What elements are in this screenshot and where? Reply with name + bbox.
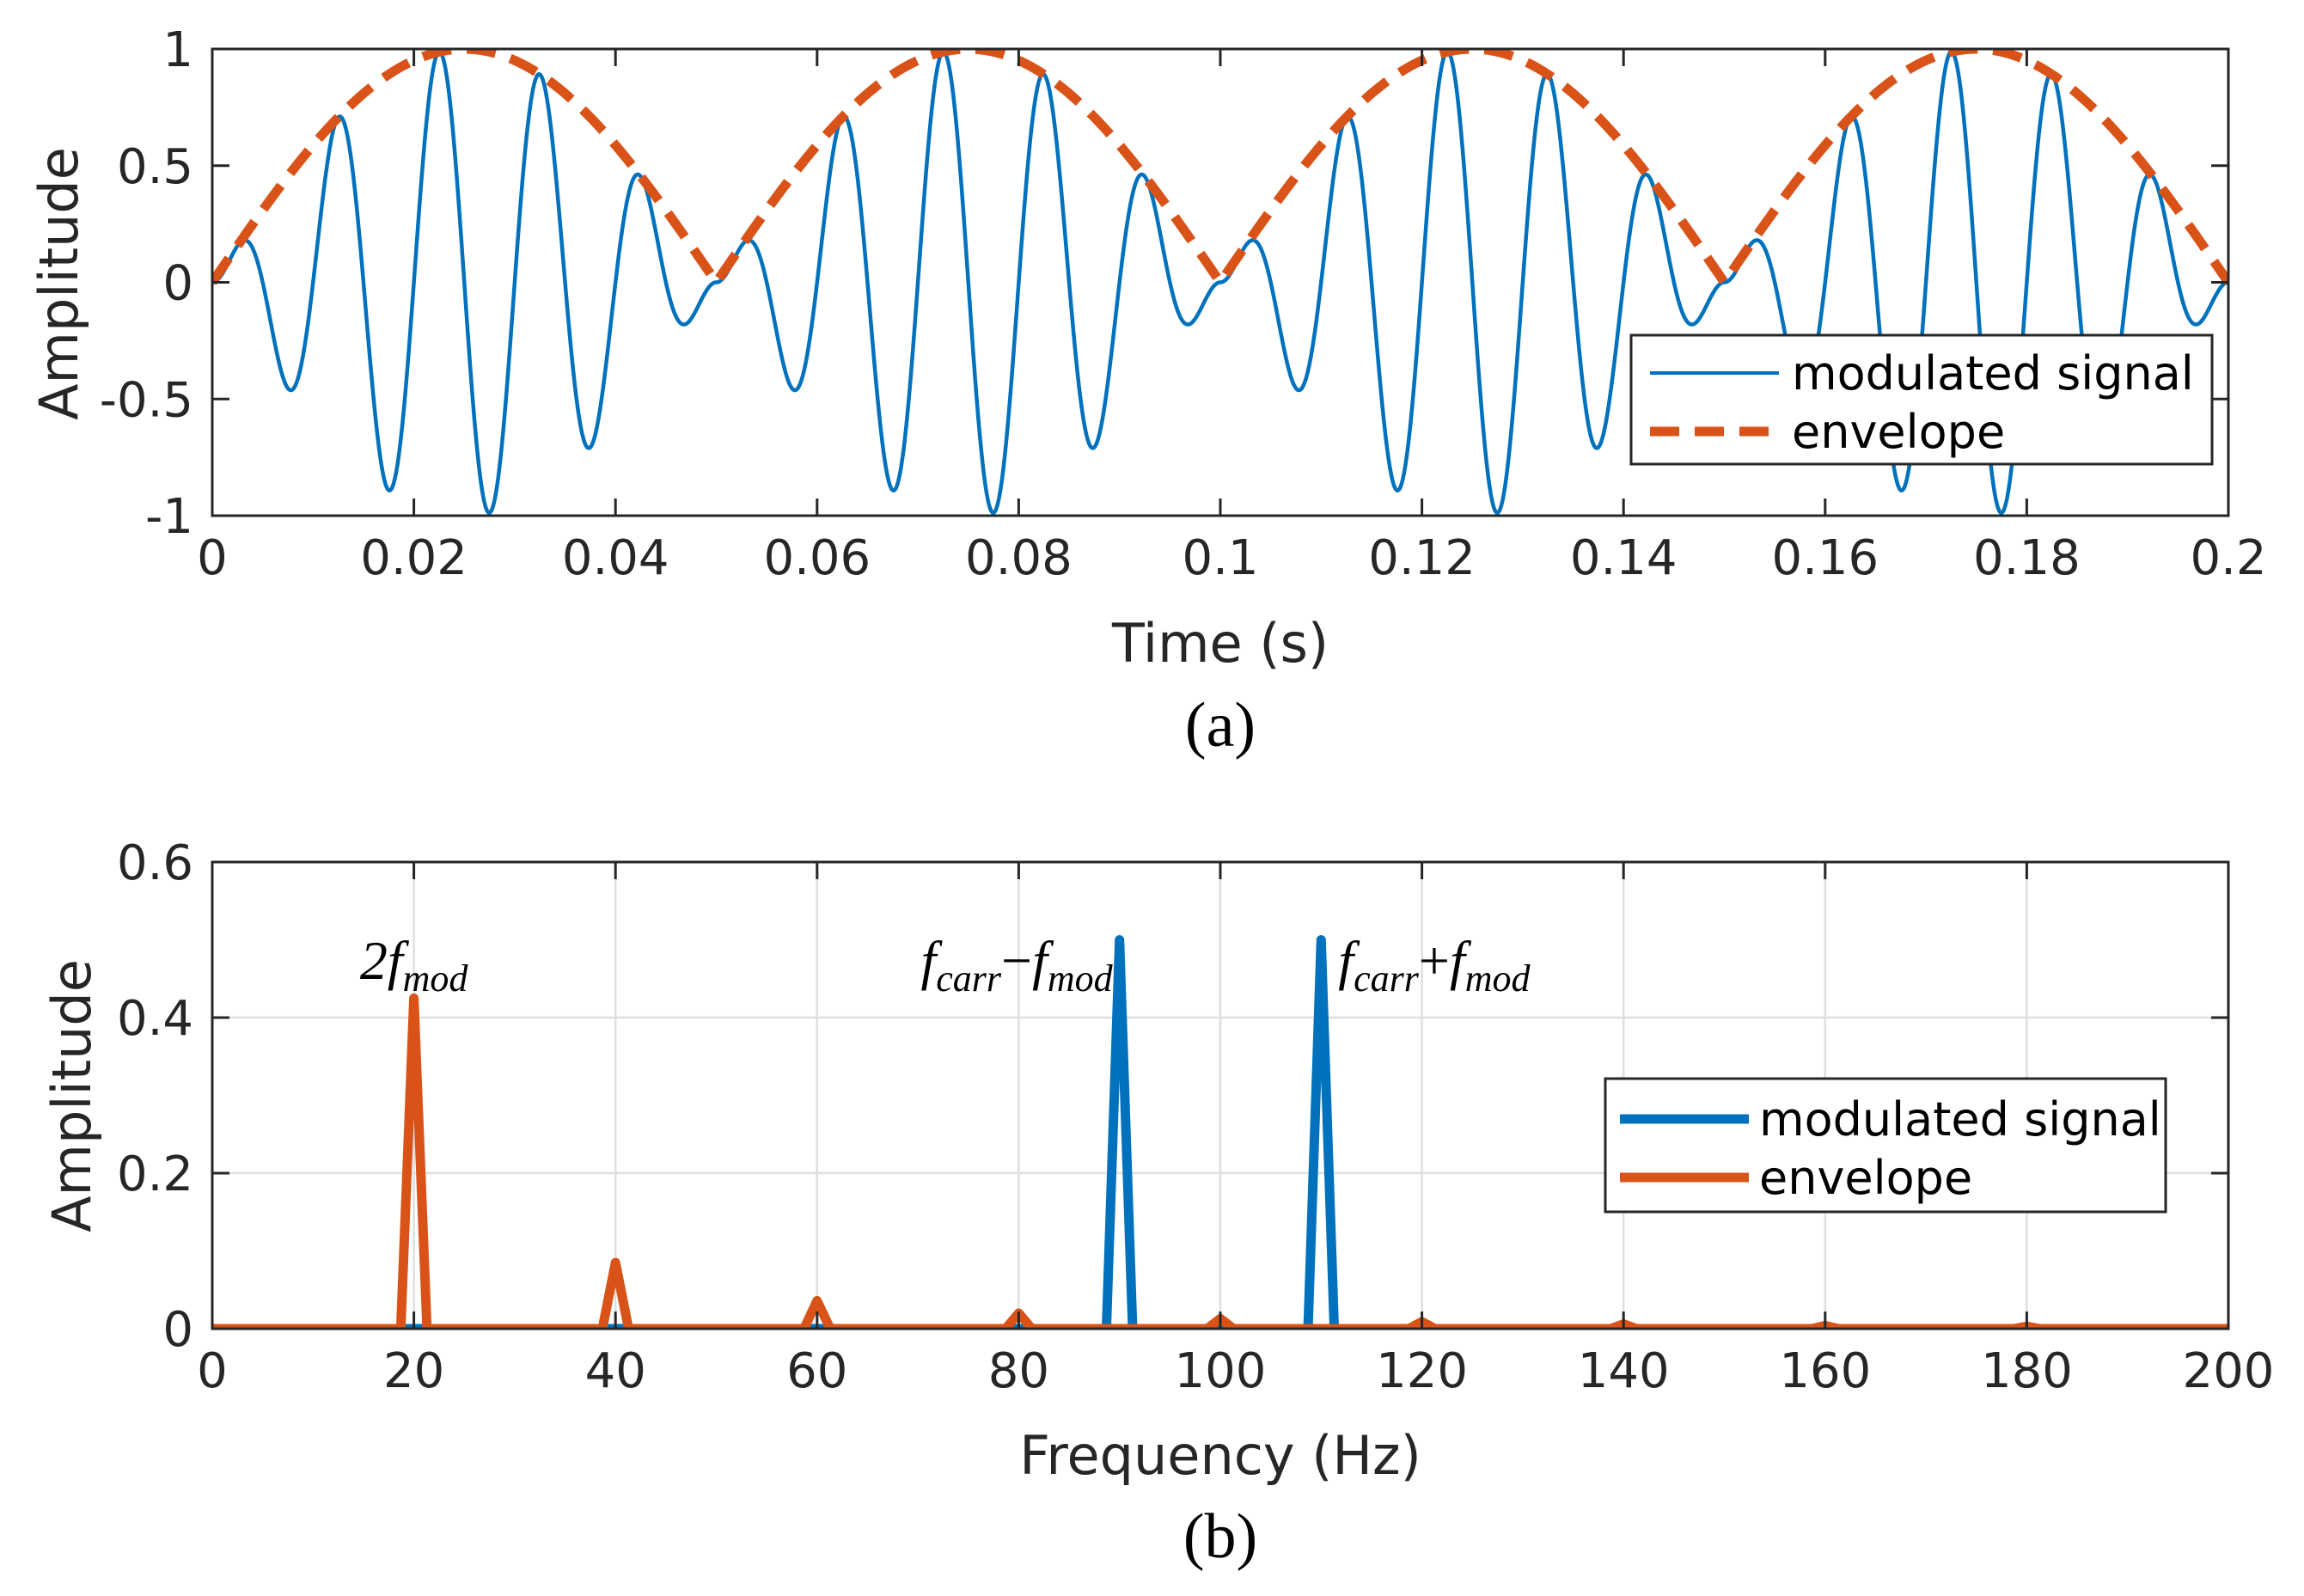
series-envelope-line — [212, 49, 2228, 291]
panel-b-caption: (b) — [1183, 1501, 1257, 1572]
annotation-fcarr-minus-fmod: fcarr−fmod — [920, 930, 1113, 1000]
y-tick-label: -0.5 — [100, 372, 193, 428]
y-tick-label: -1 — [145, 489, 193, 545]
x-tick-label: 0.2 — [2190, 530, 2266, 586]
x-tick-label: 0.12 — [1368, 530, 1476, 586]
panel-b-y-axis-label: Amplitude — [40, 959, 103, 1232]
panel-a-x-axis-label: Time (s) — [1111, 612, 1329, 675]
y-tick-label: 0.4 — [117, 991, 193, 1047]
x-tick-label: 20 — [383, 1343, 444, 1399]
panel-a-legend-signal-label: modulated signal — [1792, 346, 2194, 401]
panel-b-legend: modulated signal envelope — [1604, 1077, 2167, 1214]
x-tick-label: 0.14 — [1570, 530, 1678, 586]
panel-b-x-axis-label: Frequency (Hz) — [1019, 1424, 1421, 1487]
panel-b: 0 20 40 60 80 100 120 140 160 180 200 0 0.2 0.4 0.6 F… — [40, 835, 2274, 1572]
y-tick-label: 0.5 — [117, 139, 193, 195]
y-tick-label: 0 — [162, 256, 193, 312]
panel-a-legend-envelope-label: envelope — [1792, 405, 2005, 459]
x-tick-label: 200 — [2183, 1343, 2275, 1399]
x-tick-label: 0.08 — [965, 530, 1073, 586]
y-tick-label: 1 — [162, 22, 193, 78]
x-tick-label: 0.04 — [562, 530, 669, 586]
panel-b-legend-envelope-label: envelope — [1759, 1151, 1972, 1205]
x-tick-label: 0.18 — [1973, 530, 2081, 586]
x-tick-label: 40 — [585, 1343, 646, 1399]
x-tick-label: 0.1 — [1182, 530, 1258, 586]
x-tick-label: 60 — [786, 1343, 847, 1399]
panel-a-legend-box — [1629, 333, 2214, 466]
x-tick-label: 120 — [1376, 1343, 1468, 1399]
series-modulated-signal-spectrum — [212, 935, 2228, 1329]
panel-b-legend-box — [1604, 1077, 2167, 1214]
y-tick-label: 0 — [162, 1302, 193, 1358]
panel-a-y-axis-label: Amplitude — [28, 147, 90, 420]
y-tick-label: 0.2 — [117, 1147, 193, 1202]
x-tick-label: 0.16 — [1771, 530, 1879, 586]
panel-a: 0 0.02 0.04 0.06 0.08 0.1 0.12 0.14 0.16 0.18 0.2 … — [28, 22, 2267, 761]
x-tick-label: 0.06 — [763, 530, 871, 586]
x-tick-label: 180 — [1981, 1343, 2073, 1399]
panel-a-caption: (a) — [1185, 690, 1256, 761]
x-tick-label: 0 — [197, 530, 228, 586]
y-tick-label: 0.6 — [117, 835, 193, 891]
panel-b-legend-signal-label: modulated signal — [1759, 1092, 2161, 1147]
x-tick-label: 80 — [988, 1343, 1049, 1399]
x-tick-label: 100 — [1175, 1343, 1267, 1399]
annotation-2fmod: 2fmod — [360, 930, 469, 1000]
x-tick-label: 140 — [1578, 1343, 1670, 1399]
x-tick-label: 0.02 — [360, 530, 468, 586]
x-tick-label: 0 — [197, 1343, 228, 1399]
x-tick-label: 160 — [1779, 1343, 1871, 1399]
panel-a-legend: modulated signal envelope — [1629, 333, 2214, 466]
